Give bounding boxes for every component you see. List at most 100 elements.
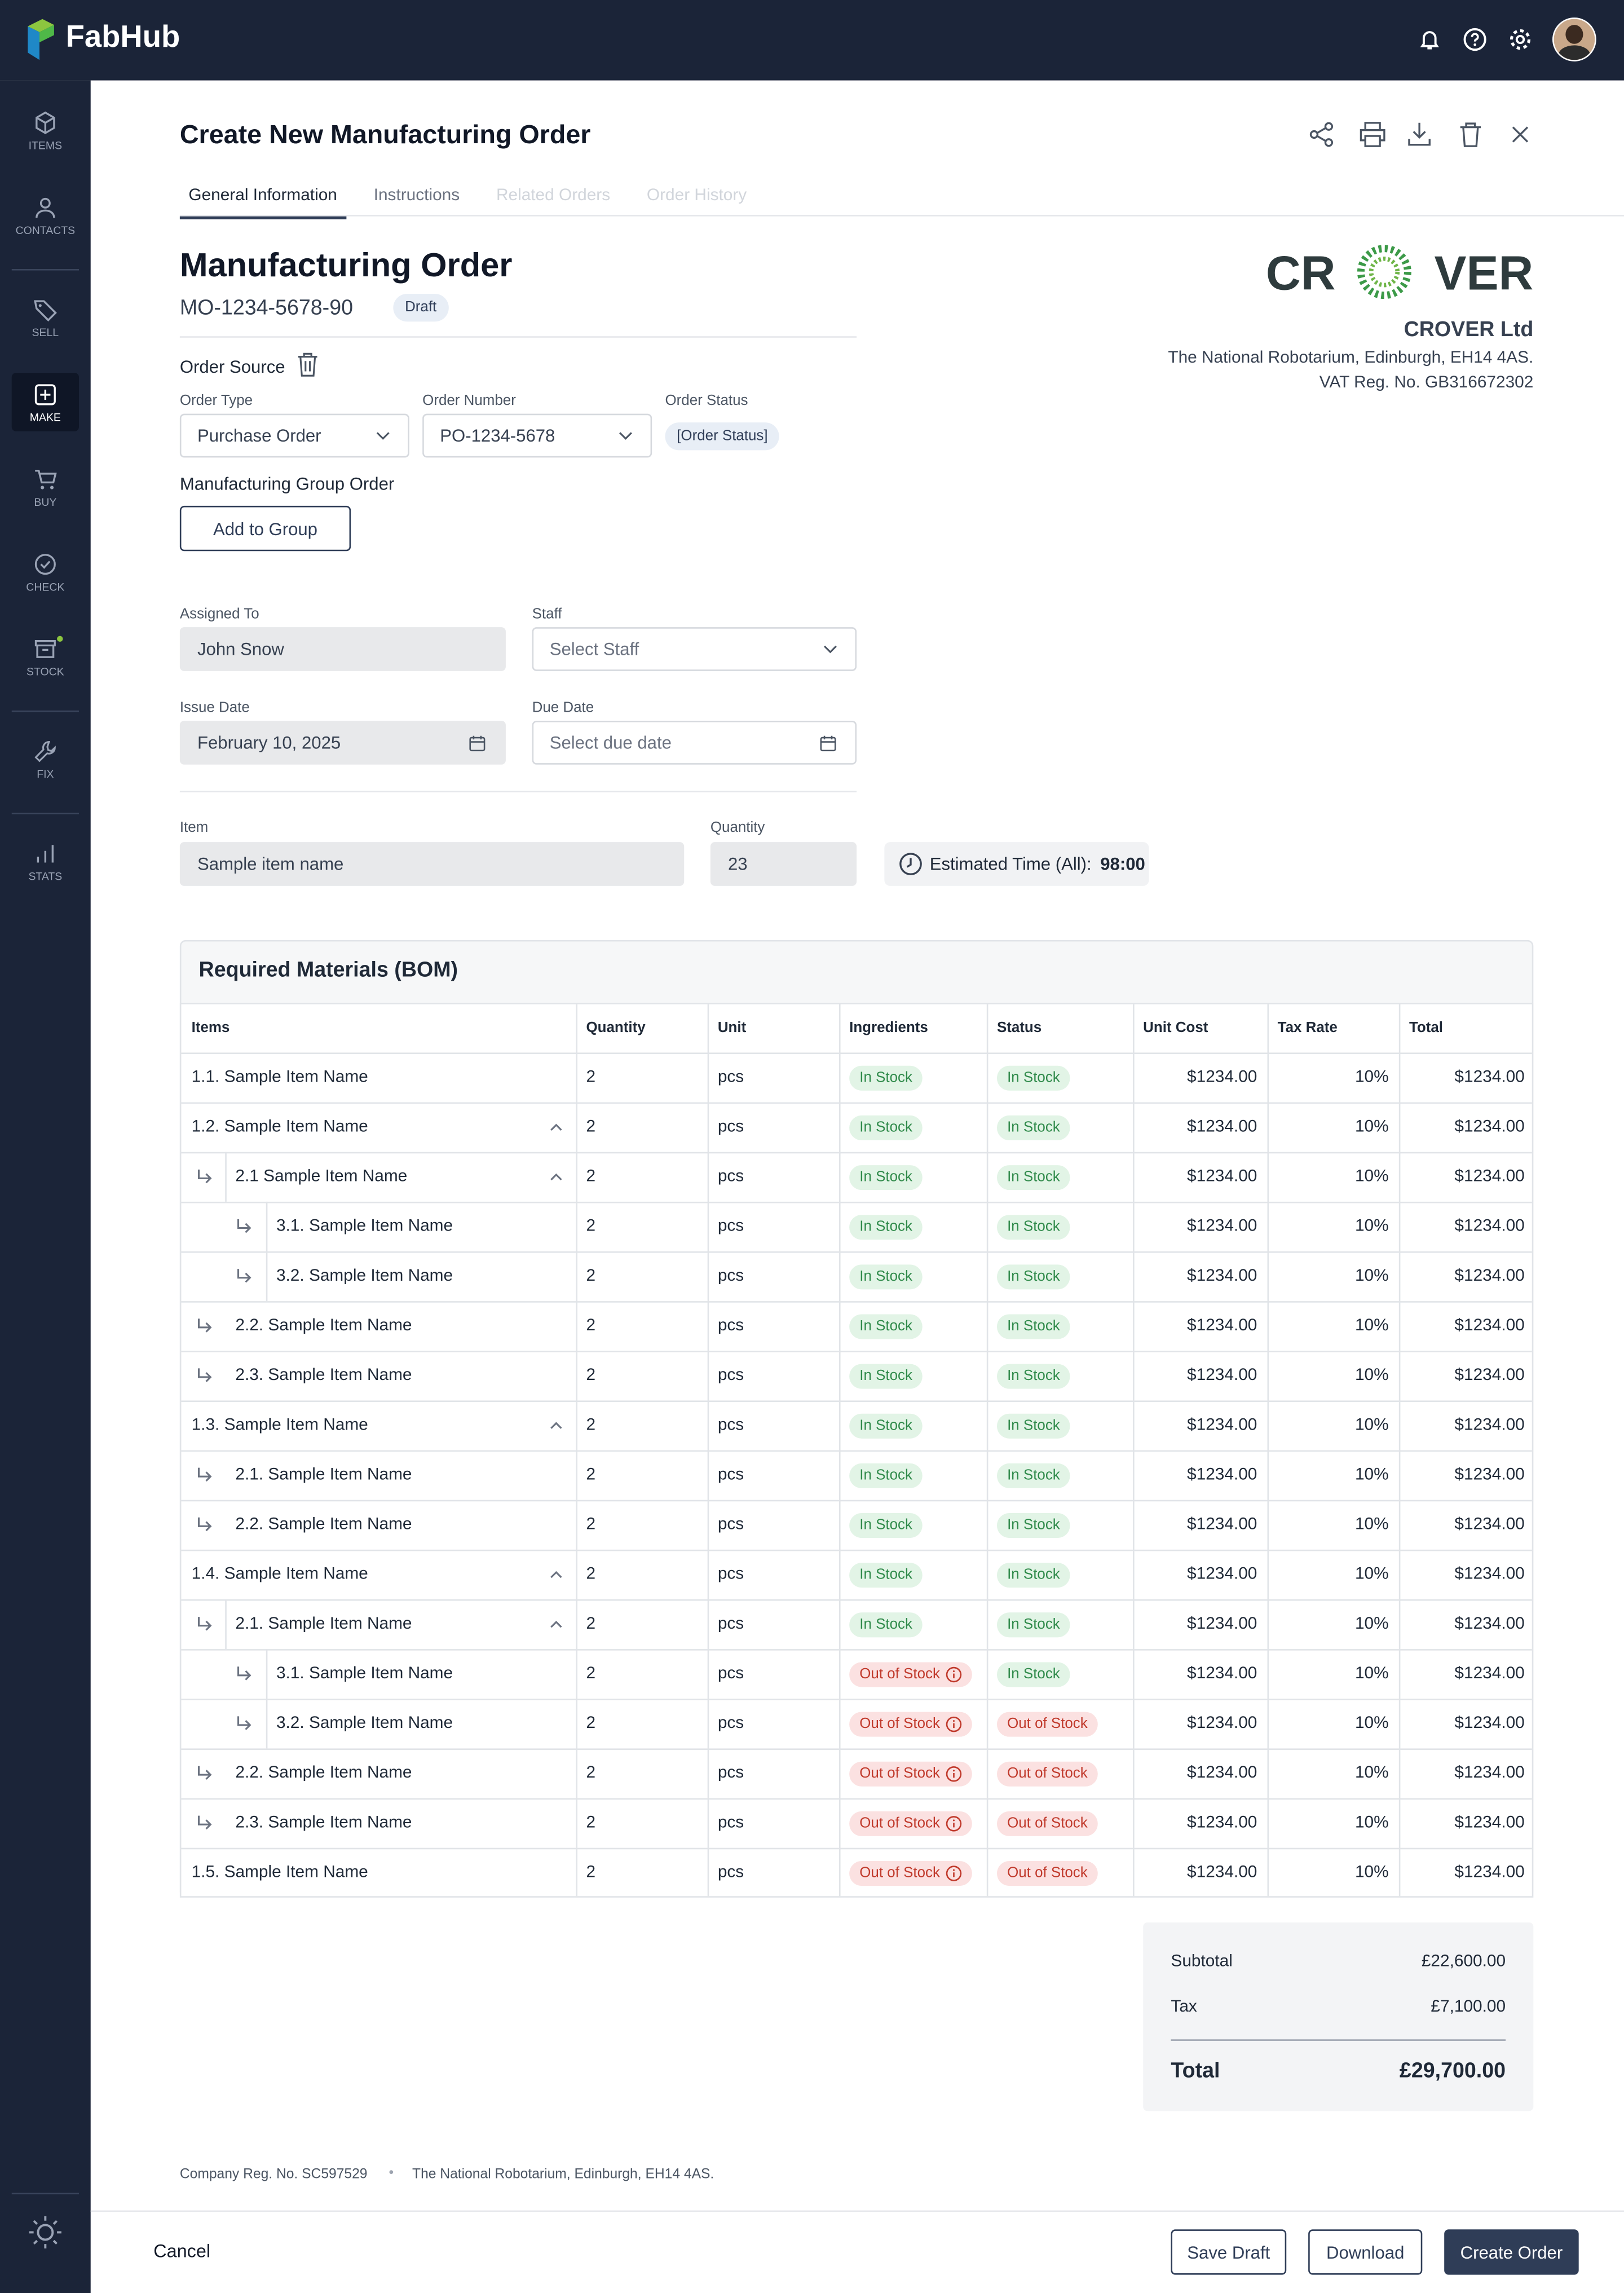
status-cell: In Stock [849,1251,923,1301]
item-name: 1.3. Sample Item Name [191,1416,368,1435]
nav-fix[interactable]: FIX [0,740,91,780]
clear-source-icon[interactable] [297,352,319,377]
status-text: In Stock [859,1516,912,1533]
collapse-toggle[interactable] [550,1172,563,1181]
theme-toggle[interactable] [28,2215,63,2250]
subtotal-label: Subtotal [1171,1953,1233,1971]
nav-buy[interactable]: BUY [0,468,91,509]
cell: 10% [1354,1814,1389,1832]
cell: pcs [717,1864,744,1882]
field-label: Issue Date [179,700,250,717]
status-cell: Out of Stock [996,1699,1098,1748]
cell: 10% [1354,1168,1389,1186]
close-icon[interactable] [1512,126,1529,143]
cell: 10% [1354,1714,1389,1732]
collapse-toggle[interactable] [550,1570,563,1579]
cancel-button[interactable]: Cancel [153,2241,211,2262]
order-number-select[interactable]: PO-1234-5678 [422,413,652,458]
nav-make[interactable]: MAKE [11,373,79,431]
status-cell: In Stock [849,1450,923,1500]
user-avatar[interactable] [1552,17,1596,61]
cell: $1234.00 [1187,1218,1257,1236]
settings-icon[interactable] [1508,28,1532,51]
cell: 10% [1354,1317,1389,1335]
info-icon[interactable] [946,1666,962,1682]
status-cell: In Stock [996,1500,1070,1550]
status-pill: In Stock [849,1164,923,1189]
cell: 2 [586,1416,596,1435]
save-draft-button[interactable]: Save Draft [1171,2229,1287,2275]
column-header: Tax Rate [1277,1020,1338,1037]
info-icon[interactable] [946,1864,962,1881]
status-cell: In Stock [996,1301,1070,1351]
cell: $1234.00 [1454,1416,1525,1435]
tab[interactable]: General Information [179,184,346,219]
order-type-select[interactable]: Purchase Order [179,413,409,458]
item-cell: 1.1. Sample Item Name [181,1052,576,1102]
download-icon[interactable] [1408,122,1431,146]
item-name: 1.2. Sample Item Name [191,1118,368,1136]
tab[interactable]: Instructions [373,187,460,205]
status-pill: In Stock [849,1512,923,1537]
due-date-field[interactable]: Select due date [532,721,857,765]
nav-stats[interactable]: STATS [0,842,91,883]
field-label: Staff [532,606,562,623]
footer-address: The National Robotarium, Edinburgh, EH14… [412,2166,714,2183]
nav-separator [11,710,79,712]
collapse-toggle[interactable] [550,1421,563,1430]
cell: pcs [717,1566,744,1584]
cell: 2 [586,1864,596,1882]
cell: 10% [1354,1516,1389,1534]
status-text: In Stock [1007,1616,1060,1633]
cell: 2 [586,1168,596,1186]
create-order-button[interactable]: Create Order [1444,2229,1579,2275]
divider [1171,2039,1506,2041]
nav-sell[interactable]: SELL [0,298,91,339]
nav-contacts[interactable]: CONTACTS [0,196,91,237]
cell: 2 [586,1665,596,1683]
download-button[interactable]: Download [1308,2229,1423,2275]
print-icon[interactable] [1360,122,1385,147]
tab: Related Orders [496,187,611,205]
field-label: Order Type [179,393,253,409]
collapse-toggle[interactable] [550,1620,563,1629]
status-pill: In Stock [849,1065,923,1090]
status-text: In Stock [1007,1467,1060,1483]
help-icon[interactable] [1463,28,1486,51]
cell: $1234.00 [1454,1218,1525,1236]
table-border [181,1649,1532,1651]
status-pill: Out of Stock [849,1860,972,1885]
item-name: 2.1. Sample Item Name [235,1466,412,1484]
status-pill: In Stock [996,1562,1070,1587]
notifications-icon[interactable] [1418,28,1441,51]
item-cell: 3.1. Sample Item Name [181,1201,576,1252]
item-name: 1.4. Sample Item Name [191,1566,368,1584]
status-pill: In Stock [849,1264,923,1289]
info-icon[interactable] [946,1716,962,1732]
delete-icon[interactable] [1460,122,1481,147]
nav-items[interactable]: ITEMS [0,111,91,152]
info-icon[interactable] [946,1765,962,1782]
nav-check[interactable]: CHECK [0,553,91,593]
staff-select[interactable]: Select Staff [532,627,857,671]
nav-label: STATS [28,870,63,883]
field-label: Assigned To [179,606,259,623]
nav-stock[interactable]: STOCK [0,636,91,678]
item-cell: 2.3. Sample Item Name [181,1798,576,1848]
share-icon[interactable] [1309,122,1334,147]
nav-label: CONTACTS [15,223,76,237]
cell: $1234.00 [1454,1317,1525,1335]
field-value: February 10, 2025 [197,732,341,753]
status-pill: Out of Stock [849,1810,972,1836]
indent-border [266,1649,268,1699]
cell: 2 [586,1218,596,1236]
item-cell: 3.1. Sample Item Name [181,1649,576,1699]
status-text: In Stock [1007,1417,1060,1434]
collapse-toggle[interactable] [550,1123,563,1132]
info-icon[interactable] [946,1815,962,1831]
status-cell: Out of Stock [996,1748,1098,1798]
status-text: In Stock [1007,1168,1060,1185]
cell: pcs [717,1516,744,1534]
add-to-group-button[interactable]: Add to Group [179,505,351,552]
section-label: Order Source [179,356,285,377]
